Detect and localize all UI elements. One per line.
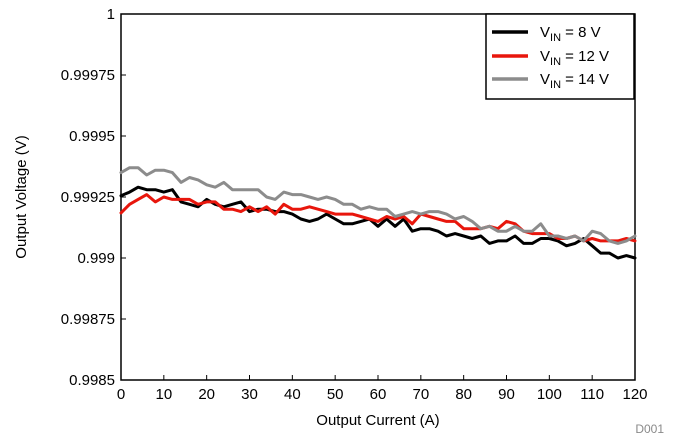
x-tick-label: 0 bbox=[117, 386, 125, 403]
y-tick-label: 0.99925 bbox=[61, 189, 115, 206]
x-tick-label: 60 bbox=[370, 386, 387, 403]
x-tick-label: 120 bbox=[622, 386, 647, 403]
x-tick-label: 50 bbox=[327, 386, 344, 403]
figure-code: D001 bbox=[635, 422, 664, 436]
legend-label: VIN = 12 V bbox=[540, 48, 609, 68]
x-tick-label: 110 bbox=[580, 386, 604, 403]
legend-label: VIN = 14 V bbox=[540, 71, 609, 91]
y-tick-label: 0.9995 bbox=[69, 128, 115, 145]
x-axis-label: Output Current (A) bbox=[316, 412, 439, 429]
legend-label: VIN = 8 V bbox=[540, 24, 601, 44]
x-tick-label: 90 bbox=[498, 386, 515, 403]
x-tick-label: 70 bbox=[412, 386, 429, 403]
x-axis-ticks: 0 10 20 30 40 50 60 70 80 90 100 110 120 bbox=[117, 375, 648, 403]
y-tick-label: 0.9985 bbox=[69, 372, 115, 389]
x-tick-label: 40 bbox=[284, 386, 301, 403]
legend-items: VIN = 8 V VIN = 12 V VIN = 14 V bbox=[492, 24, 609, 91]
y-tick-label: 0.999 bbox=[77, 250, 115, 267]
series-line-3 bbox=[119, 166, 637, 245]
y-tick-label: 0.99875 bbox=[61, 311, 115, 328]
x-tick-label: 80 bbox=[455, 386, 472, 403]
x-tick-label: 10 bbox=[155, 386, 172, 403]
y-axis-label: Output Voltage (V) bbox=[13, 135, 30, 258]
y-tick-label: 0.99975 bbox=[61, 67, 115, 84]
x-tick-label: 20 bbox=[198, 386, 215, 403]
series-lines bbox=[119, 166, 637, 260]
x-tick-label: 30 bbox=[241, 386, 258, 403]
y-tick-label: 1 bbox=[107, 6, 115, 23]
x-tick-label: 100 bbox=[537, 386, 562, 403]
legend: VIN = 8 V VIN = 12 V VIN = 14 V bbox=[485, 13, 635, 100]
series-line-1 bbox=[119, 185, 637, 260]
y-axis-ticks: 1 0.99975 0.9995 0.99925 0.999 0.99875 0.9985 bbox=[61, 6, 126, 389]
